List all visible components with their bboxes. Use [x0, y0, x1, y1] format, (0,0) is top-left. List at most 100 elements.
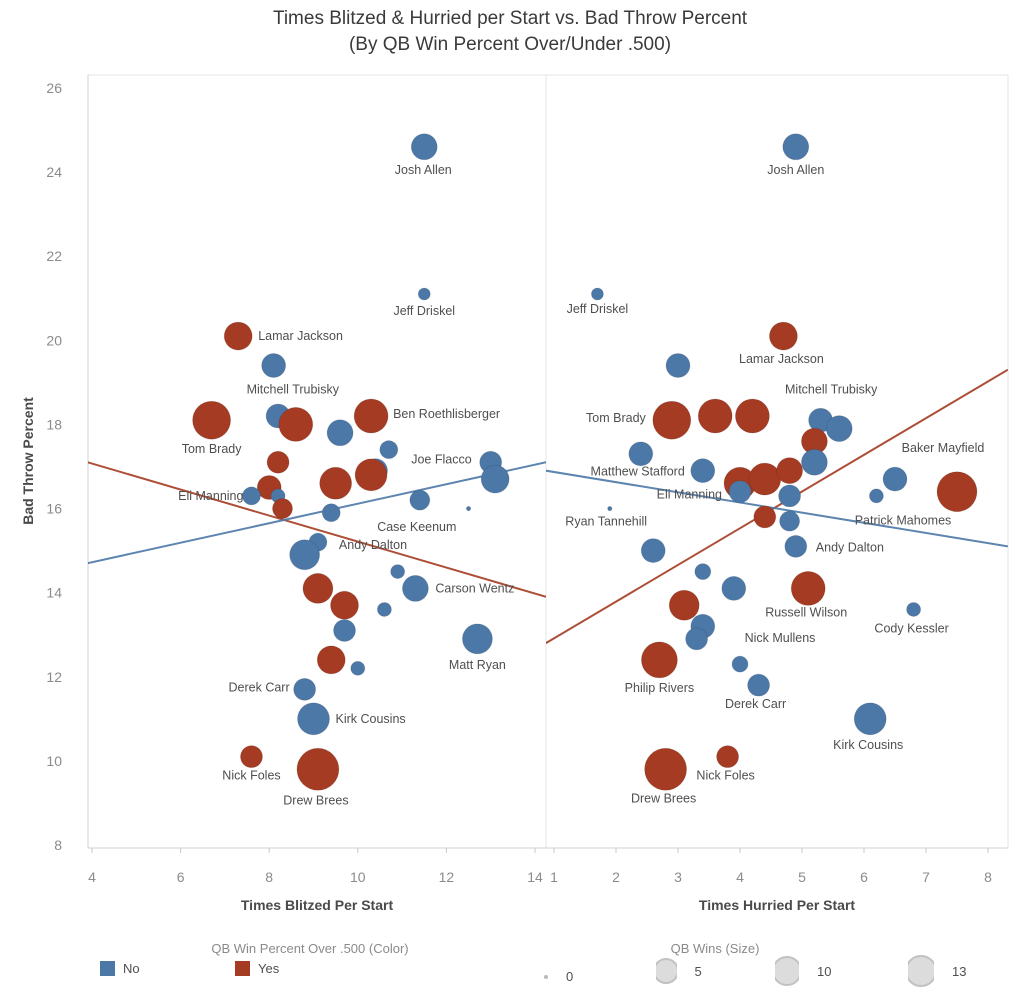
data-point-lamar-jackson[interactable] — [223, 321, 253, 351]
data-point-unlabeled[interactable] — [350, 660, 366, 676]
data-point-unlabeled[interactable] — [289, 539, 321, 571]
data-point-nick-mullens[interactable] — [731, 655, 749, 673]
data-point-unlabeled[interactable] — [628, 441, 654, 467]
data-point-unlabeled[interactable] — [668, 589, 700, 621]
data-point-derek-carr[interactable] — [293, 677, 317, 701]
data-point-jeff-driskel[interactable] — [417, 287, 431, 301]
data-point-unlabeled[interactable] — [302, 572, 334, 604]
size-legend-item-13[interactable]: 13 — [908, 955, 966, 987]
data-point-unlabeled[interactable] — [868, 488, 884, 504]
x-tick-label: 2 — [612, 869, 620, 885]
data-point-jeff-driskel[interactable] — [590, 287, 604, 301]
data-point-matthew-stafford[interactable] — [690, 458, 716, 484]
x-tick-label: 6 — [860, 869, 868, 885]
size-legend-label: 0 — [566, 969, 574, 984]
data-point-mitchell-trubisky[interactable] — [825, 415, 853, 443]
data-point-unlabeled[interactable] — [685, 627, 709, 651]
data-point-unlabeled[interactable] — [354, 458, 388, 492]
data-point-unlabeled[interactable] — [753, 505, 777, 529]
data-point-lamar-jackson[interactable] — [768, 321, 798, 351]
data-point-patrick-mahomes[interactable] — [936, 471, 978, 513]
data-point-unlabeled[interactable] — [330, 590, 360, 620]
point-label: Patrick Mahomes — [855, 514, 952, 528]
data-point-unlabeled[interactable] — [326, 419, 354, 447]
size-circle-clip — [775, 956, 799, 986]
data-point-ryan-tannehill[interactable] — [640, 538, 666, 564]
data-point-unlabeled[interactable] — [266, 450, 290, 474]
data-point-nick-foles[interactable] — [239, 745, 263, 769]
data-point-unlabeled[interactable] — [271, 498, 293, 520]
data-point-ben-roethlisberger[interactable] — [353, 398, 389, 434]
data-point-mitchell-trubisky[interactable] — [278, 406, 314, 442]
data-point-russell-wilson[interactable] — [790, 570, 826, 606]
data-point-unlabeled[interactable] — [694, 563, 712, 581]
data-point-unlabeled[interactable] — [261, 353, 287, 379]
color-legend-item-no[interactable]: No — [100, 961, 140, 976]
point-label: Eli Manning — [178, 489, 243, 503]
data-point-eli-manning[interactable] — [728, 480, 752, 504]
data-point-matt-ryan[interactable] — [461, 623, 493, 655]
y-tick-label: 14 — [46, 585, 62, 601]
data-point-unlabeled[interactable] — [607, 505, 613, 512]
data-point-unlabeled[interactable] — [465, 505, 472, 512]
x-tick-label: 10 — [350, 869, 366, 885]
data-point-unlabeled[interactable] — [379, 440, 399, 460]
data-point-unlabeled[interactable] — [748, 462, 782, 496]
data-point-unlabeled[interactable] — [321, 503, 341, 523]
data-point-drew-brees[interactable] — [296, 747, 340, 791]
data-point-unlabeled[interactable] — [316, 645, 346, 675]
data-point-unlabeled[interactable] — [665, 353, 691, 379]
data-point-unlabeled[interactable] — [319, 466, 353, 500]
point-label: Jeff Driskel — [393, 304, 455, 318]
data-point-kirk-cousins[interactable] — [297, 702, 330, 736]
y-tick-label: 18 — [46, 416, 62, 432]
data-point-drew-brees[interactable] — [644, 747, 688, 791]
x-tick-label: 3 — [674, 869, 682, 885]
size-legend-item-0[interactable]: 0 — [544, 969, 573, 984]
y-tick-label: 12 — [46, 669, 62, 685]
point-label: Derek Carr — [725, 697, 786, 711]
x-tick-label: 8 — [984, 869, 992, 885]
point-label: Baker Mayfield — [902, 441, 985, 455]
color-legend-item-yes[interactable]: Yes — [235, 961, 279, 976]
data-point-case-keenum[interactable] — [409, 489, 431, 511]
point-label: Nick Foles — [222, 769, 280, 783]
data-point-unlabeled[interactable] — [376, 601, 392, 617]
y-tick-label: 20 — [46, 332, 62, 348]
x-tick-label: 1 — [550, 869, 558, 885]
y-tick-label: 22 — [46, 248, 62, 264]
trend-line-no-hurried — [546, 469, 1008, 548]
data-point-josh-allen[interactable] — [410, 133, 438, 161]
data-point-unlabeled[interactable] — [390, 564, 406, 580]
data-point-unlabeled[interactable] — [697, 398, 733, 434]
data-point-unlabeled[interactable] — [721, 575, 747, 601]
size-legend-item-10[interactable]: 10 — [775, 956, 831, 986]
data-point-eli-manning[interactable] — [241, 486, 261, 506]
data-point-unlabeled[interactable] — [779, 510, 801, 532]
data-point-baker-mayfield[interactable] — [882, 466, 908, 492]
data-point-cody-kessler[interactable] — [906, 601, 922, 617]
data-point-unlabeled[interactable] — [776, 457, 804, 485]
data-point-unlabeled[interactable] — [734, 398, 770, 434]
data-point-carson-wentz[interactable] — [401, 574, 429, 602]
data-point-andy-dalton[interactable] — [784, 534, 808, 558]
data-point-unlabeled[interactable] — [800, 448, 828, 476]
data-point-unlabeled[interactable] — [480, 464, 510, 494]
data-point-philip-rivers[interactable] — [640, 641, 678, 679]
data-point-tom-brady[interactable] — [192, 400, 232, 440]
size-legend-label: 5 — [694, 963, 702, 979]
point-label: Lamar Jackson — [258, 329, 343, 343]
data-point-tom-brady[interactable] — [652, 400, 692, 440]
data-point-kirk-cousins[interactable] — [853, 702, 887, 736]
data-point-derek-carr[interactable] — [747, 673, 771, 697]
point-label: Andy Dalton — [339, 538, 407, 552]
size-legend-item-5[interactable]: 5 — [655, 958, 702, 984]
data-point-nick-foles[interactable] — [716, 745, 740, 769]
data-point-josh-allen[interactable] — [782, 133, 810, 161]
data-point-unlabeled[interactable] — [778, 484, 802, 508]
data-point-unlabeled[interactable] — [333, 618, 357, 642]
point-label: Lamar Jackson — [739, 352, 824, 366]
point-label: Kirk Cousins — [336, 712, 406, 726]
y-tick-label: 8 — [54, 837, 62, 853]
